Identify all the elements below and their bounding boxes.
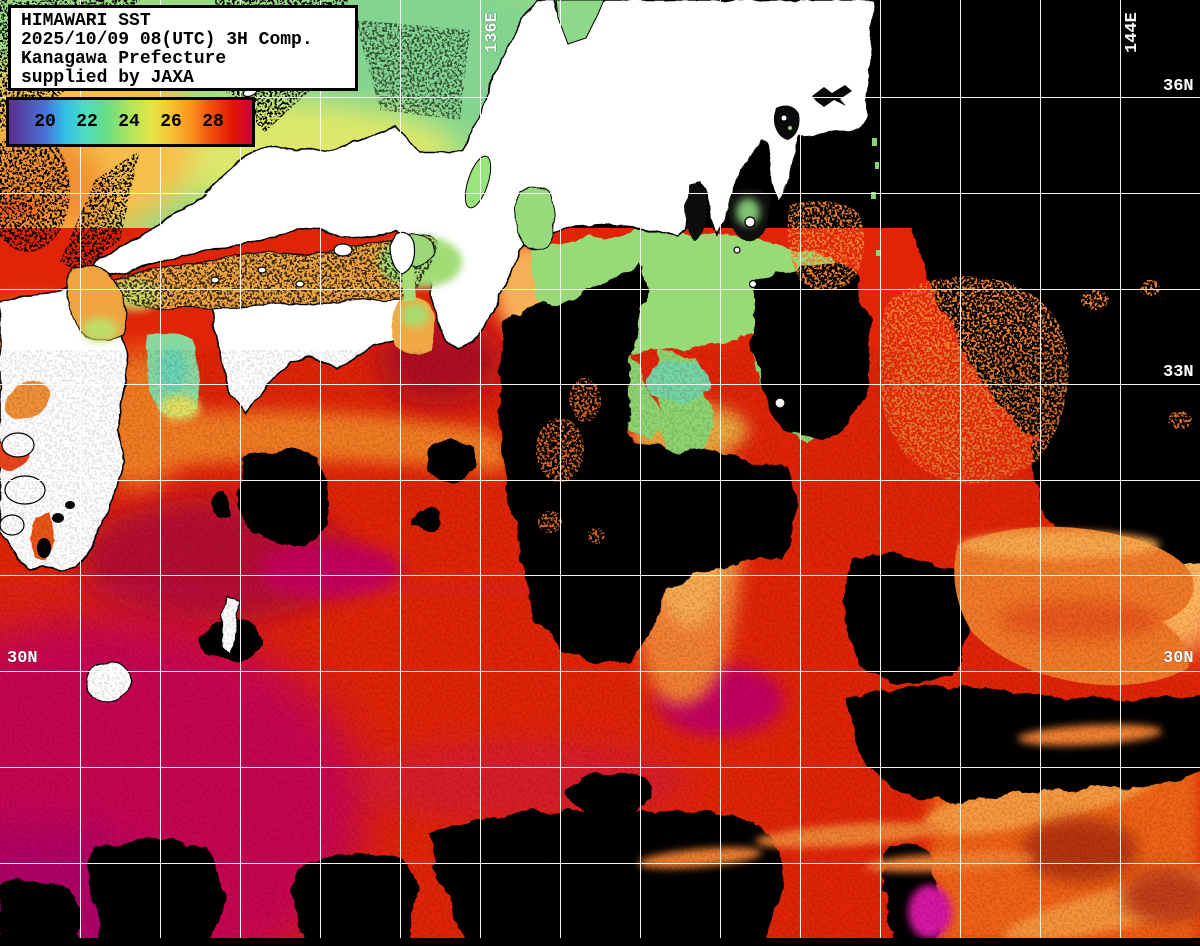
credit-line: supplied by JAXA [21, 68, 194, 88]
lake-kasumigaura [812, 85, 852, 107]
lat-label: 33N [1163, 363, 1194, 382]
lon-label: 136E [483, 12, 502, 53]
datetime-line: 2025/10/09 08(UTC) 3H Comp. [21, 30, 313, 50]
shodoshima-island [333, 243, 353, 257]
sst-colorbar: 20 22 24 26 28 [6, 97, 255, 147]
lat-label: 30N [7, 649, 38, 668]
bottom-edge-strip [0, 938, 1200, 946]
colorbar-gradient [9, 100, 252, 144]
colorbar-tick: 20 [34, 112, 56, 132]
colorbar-tick: 26 [160, 112, 182, 132]
lat-label: 30N [1163, 649, 1194, 668]
izu-oshima-island [744, 216, 756, 228]
awaji-island [389, 231, 416, 275]
lat-label: 36N [1163, 77, 1194, 96]
colorbar-tick: 24 [118, 112, 140, 132]
lon-label: 144E [1123, 12, 1142, 53]
tokyo-bay [773, 105, 800, 140]
region-line: Kanagawa Prefecture [21, 49, 227, 69]
title-box: HIMAWARI SST 2025/10/09 08(UTC) 3H Comp.… [8, 5, 358, 91]
colorbar-tick: 28 [202, 112, 224, 132]
lake-biwa [464, 155, 492, 209]
grain-texture [0, 350, 1200, 938]
colorbar-tick: 22 [76, 112, 98, 132]
product-title: HIMAWARI SST [21, 11, 151, 31]
